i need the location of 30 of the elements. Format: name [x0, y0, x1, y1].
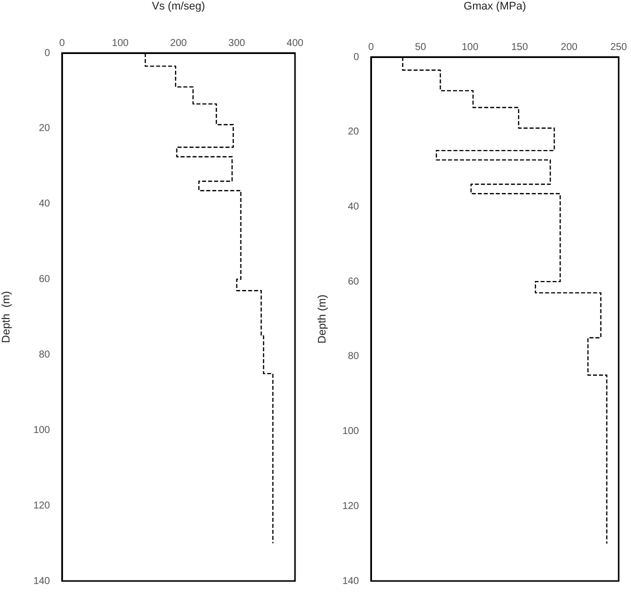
- y-tick-label: 60: [348, 276, 360, 288]
- x-tick-label: 300: [228, 38, 246, 49]
- y-tick-label: 140: [33, 576, 50, 587]
- y-tick-label: 100: [33, 424, 50, 436]
- x-tick-label: 0: [59, 38, 66, 49]
- y-tick-label: 40: [38, 198, 50, 210]
- x-tick-label: 200: [170, 38, 188, 49]
- y-tick-label: 120: [342, 500, 360, 512]
- y-tick-label: 20: [38, 123, 50, 134]
- x-tick-label: 250: [610, 42, 628, 53]
- y-tick-label: 80: [38, 349, 50, 360]
- x-tick-label: 150: [511, 42, 528, 53]
- y-tick-label: 80: [348, 351, 360, 362]
- x-axis-title: Vs (m/seg): [152, 0, 206, 13]
- x-tick-label: 100: [462, 42, 479, 53]
- y-tick-label: 40: [348, 201, 360, 212]
- y-axis-title: Depth (m): [0, 291, 13, 343]
- y-tick-label: 120: [33, 500, 50, 512]
- y-tick-label: 100: [342, 426, 360, 438]
- x-tick-label: 0: [368, 42, 374, 53]
- x-axis-title: Gmax (MPa): [464, 0, 526, 13]
- y-tick-label: 140: [342, 576, 360, 587]
- x-tick-label: 200: [560, 42, 578, 53]
- x-tick-label: 100: [112, 38, 130, 49]
- y-tick-label: 0: [353, 52, 360, 63]
- x-tick-label: 400: [286, 38, 304, 49]
- y-tick-label: 20: [348, 126, 360, 138]
- y-axis-title: Depth (m): [316, 294, 329, 344]
- x-tick-label: 50: [414, 42, 427, 53]
- y-tick-label: 60: [38, 274, 50, 286]
